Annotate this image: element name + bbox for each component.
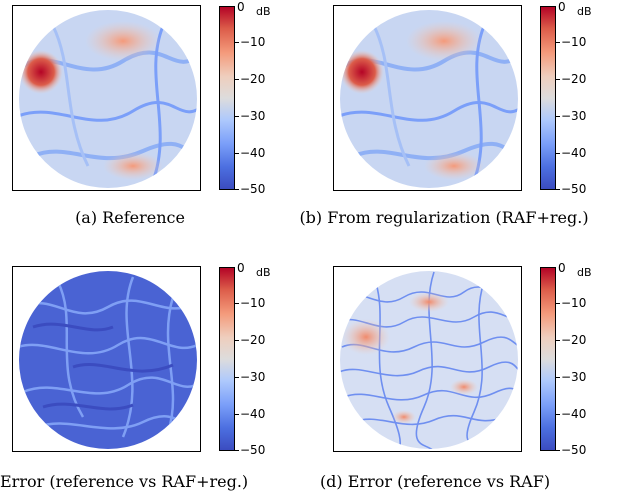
sphere-map-c [19, 271, 197, 449]
colorbar-a [219, 6, 235, 190]
colorbar-c-tick-40: −40 [234, 407, 266, 421]
colorbar-b [540, 6, 556, 190]
colorbar-b-unit: dB [577, 5, 592, 18]
colorbar-d-tick-40: −40 [555, 407, 587, 421]
sphere-plot-d [333, 266, 522, 452]
colorbar-d-tick-50: −50 [555, 443, 587, 457]
colorbar-c-tick-10: −10 [234, 296, 266, 310]
colorbar-c-tick-20: −20 [234, 333, 266, 347]
colorbar-b-tick-0: 0 [558, 0, 566, 14]
colorbar-b-tick-20: −20 [555, 72, 587, 86]
colorbar-a-tick-50: −50 [234, 182, 266, 196]
caption-d: (d) Error (reference vs RAF) [319, 472, 551, 491]
colorbar-a-tick-10: −10 [234, 35, 266, 49]
sphere-plot-c [12, 266, 201, 452]
colorbar-a-unit: dB [256, 5, 271, 18]
colorbar-c-tick-30: −30 [234, 370, 266, 384]
colorbar-b-tick-40: −40 [555, 146, 587, 160]
colorbar-c-unit: dB [256, 266, 271, 279]
colorbar-d-tick-20: −20 [555, 333, 587, 347]
colorbar-b-tick-30: −30 [555, 109, 587, 123]
caption-b: (b) From regularization (RAF+reg.) [299, 208, 589, 227]
colorbar-c [219, 267, 235, 451]
sphere-map-a [19, 10, 197, 188]
colorbar-d-tick-30: −30 [555, 370, 587, 384]
colorbar-d-unit: dB [577, 266, 592, 279]
colorbar-d-tick-10: −10 [555, 296, 587, 310]
colorbar-d-tick-0: 0 [558, 261, 566, 275]
colorbar-c-tick-50: −50 [234, 443, 266, 457]
sphere-plot-a [12, 5, 201, 191]
colorbar-b-tick-10: −10 [555, 35, 587, 49]
colorbar-a-tick-20: −20 [234, 72, 266, 86]
sphere-map-b [340, 10, 518, 188]
sphere-plot-b [333, 5, 522, 191]
colorbar-a-tick-40: −40 [234, 146, 266, 160]
colorbar-a-tick-30: −30 [234, 109, 266, 123]
caption-a: (a) Reference [75, 208, 185, 227]
colorbar-d [540, 267, 556, 451]
colorbar-b-tick-50: −50 [555, 182, 587, 196]
colorbar-a-tick-0: 0 [237, 0, 245, 14]
caption-c: Error (reference vs RAF+reg.) [0, 472, 249, 491]
colorbar-c-tick-0: 0 [237, 261, 245, 275]
sphere-map-d [340, 271, 518, 449]
